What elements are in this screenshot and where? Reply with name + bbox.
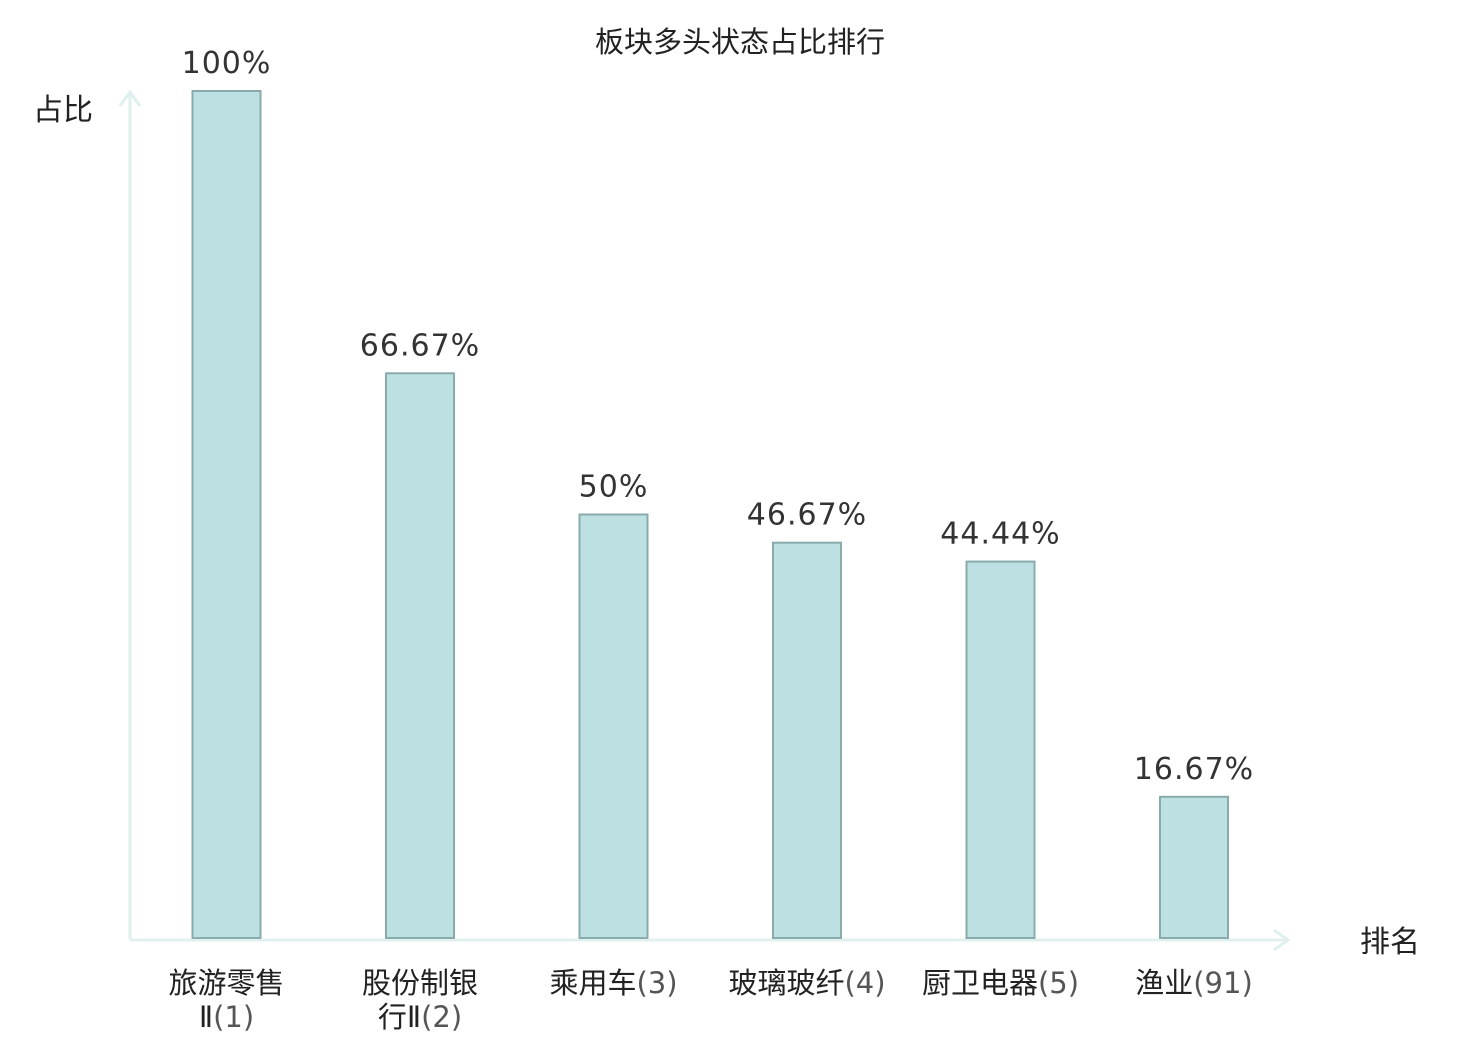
value-label: 66.67% xyxy=(360,328,480,363)
value-label: 44.44% xyxy=(940,517,1060,552)
value-label: 100% xyxy=(182,46,272,81)
category-label: 股份制银 xyxy=(362,966,478,1000)
category-rank: (4) xyxy=(844,966,885,1000)
category-name: 乘用车 xyxy=(549,966,636,1000)
category-rank: (3) xyxy=(636,966,677,1000)
bar xyxy=(385,372,455,939)
category-label: 乘用车(3) xyxy=(549,966,677,1000)
category-label: Ⅱ(1) xyxy=(199,1000,254,1034)
chart-title: 板块多头状态占比排行 xyxy=(595,25,885,59)
bars xyxy=(191,90,1229,940)
category-label: 行Ⅱ(2) xyxy=(378,1000,462,1034)
axes xyxy=(118,89,1291,952)
bar xyxy=(191,90,262,939)
category-name: 厨卫电器 xyxy=(922,966,1038,1000)
value-label: 16.67% xyxy=(1134,752,1254,787)
bar xyxy=(1159,795,1229,940)
value-labels: 100% 66.67% 50% 46.67% 44.44% 16.67% xyxy=(182,46,1254,787)
y-axis-arrow-icon xyxy=(118,89,142,107)
category-rank: (2) xyxy=(421,1000,462,1034)
category-label: 玻璃玻纤(4) xyxy=(728,966,885,1000)
category-label: 旅游零售 xyxy=(168,966,284,1000)
category-name: 行Ⅱ xyxy=(378,1000,421,1034)
category-label: 渔业(91) xyxy=(1135,966,1253,1000)
category-label: 厨卫电器(5) xyxy=(922,966,1079,1000)
category-name: Ⅱ xyxy=(199,1000,213,1034)
x-axis-label: 排名 xyxy=(1360,925,1420,960)
value-label: 50% xyxy=(579,470,649,505)
y-axis-label: 占比 xyxy=(33,93,93,128)
category-name: 渔业 xyxy=(1135,966,1193,1000)
bar xyxy=(965,560,1036,939)
category-rank: (5) xyxy=(1038,966,1079,1000)
category-name: 股份制银 xyxy=(362,966,478,1000)
x-axis-arrow-icon xyxy=(1273,928,1291,952)
category-rank: (91) xyxy=(1193,966,1253,1000)
bar xyxy=(578,513,649,939)
category-name: 旅游零售 xyxy=(168,966,284,1000)
bar xyxy=(772,541,842,939)
category-name: 玻璃玻纤 xyxy=(728,966,844,1000)
value-label: 46.67% xyxy=(747,498,867,533)
category-rank: (1) xyxy=(213,1000,254,1034)
